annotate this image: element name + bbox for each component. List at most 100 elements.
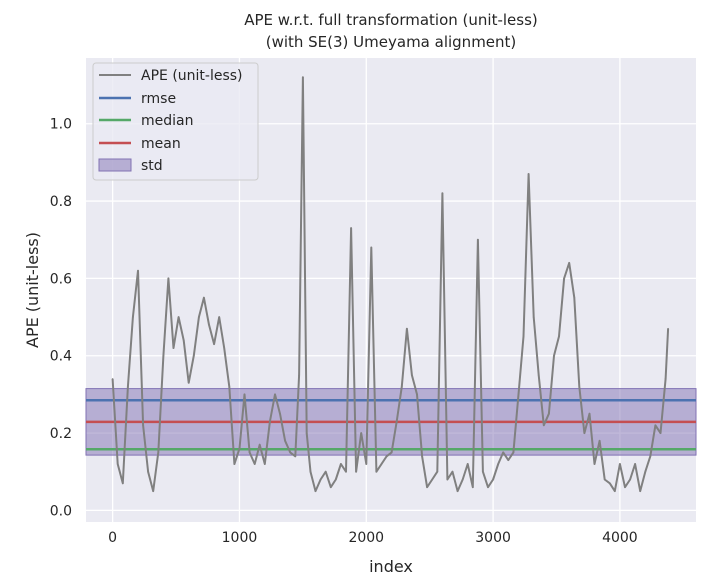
x-tick-label: 4000	[602, 530, 638, 546]
ape-data-point	[360, 432, 363, 434]
ape-data-point	[243, 393, 246, 396]
x-tick-label: 1000	[222, 530, 258, 546]
ape-data-point	[568, 262, 570, 264]
ape-data-point	[289, 451, 292, 454]
ape-data-point	[634, 463, 636, 465]
x-axis-label: index	[369, 557, 413, 576]
ape-data-point	[111, 378, 114, 380]
ape-data-point	[537, 374, 540, 376]
ape-data-point	[426, 486, 428, 489]
ape-data-point	[345, 470, 347, 473]
ape-data-point	[157, 451, 160, 454]
ape-data-point	[472, 486, 474, 489]
ape-data-point	[309, 470, 312, 473]
ape-data-point	[162, 354, 165, 357]
ape-data-point	[279, 412, 281, 415]
ape-data-point	[461, 478, 464, 481]
ape-data-point	[380, 463, 383, 465]
ape-data-point	[603, 478, 606, 481]
ape-data-point	[258, 443, 261, 446]
legend: APE (unit-less) rmse median mean std	[92, 62, 259, 181]
ape-data-point	[223, 347, 225, 349]
ape-data-point	[487, 486, 489, 489]
legend-box	[92, 62, 259, 181]
ape-data-point	[563, 277, 565, 280]
ape-data-point	[527, 173, 530, 175]
ape-data-point	[659, 432, 662, 434]
ape-data-point	[583, 432, 586, 434]
ape-data-point	[340, 463, 342, 465]
legend-swatch-std	[98, 158, 132, 172]
ape-data-point	[264, 463, 266, 465]
ape-data-point	[298, 374, 300, 376]
y-tick-label: 0.6	[50, 271, 72, 287]
ape-data-point	[406, 327, 408, 330]
ape-data-point	[667, 327, 669, 330]
y-tick-label: 0.0	[50, 503, 72, 519]
ape-data-point	[330, 486, 332, 489]
ape-data-point	[609, 482, 611, 485]
ape-data-point	[593, 463, 596, 465]
ape-data-point	[203, 296, 205, 299]
ape-data-point	[122, 482, 124, 485]
ape-data-point	[421, 455, 423, 458]
ape-data-point	[619, 463, 621, 465]
ape-data-point	[187, 382, 190, 384]
ape-data-point	[365, 463, 368, 465]
y-tick-label: 1.0	[50, 117, 72, 133]
ape-data-point	[253, 463, 256, 465]
ape-data-point	[654, 424, 657, 427]
ape-data-point	[302, 76, 304, 79]
ape-data-point	[522, 335, 525, 338]
ape-data-point	[482, 470, 484, 473]
legend-label-std: std	[141, 158, 163, 174]
ape-data-point	[446, 478, 449, 481]
ape-data-point	[441, 192, 444, 195]
ape-data-point	[502, 451, 505, 454]
series-layer	[111, 76, 670, 493]
ape-data-point	[624, 486, 626, 489]
ape-data-point	[370, 246, 373, 249]
ape-data-point	[116, 463, 119, 465]
ape-data-point	[167, 277, 170, 280]
ape-data-point	[228, 385, 231, 388]
ape-data-point	[218, 316, 220, 318]
ape-data-point	[193, 354, 195, 357]
legend-label-mean: mean	[141, 136, 181, 152]
y-tick-label: 0.4	[50, 349, 72, 365]
ape-data-point	[375, 470, 378, 473]
ape-data-point	[172, 347, 175, 349]
ape-data-point	[517, 393, 520, 396]
y-tick-labels: 0.0 0.2 0.4 0.6 0.8 1.0	[50, 117, 72, 520]
ape-data-point	[152, 490, 154, 492]
ape-data-point	[649, 455, 652, 458]
ape-data-point	[497, 463, 500, 465]
ape-data-point	[390, 451, 393, 454]
ape-data-point	[416, 393, 418, 396]
ape-data-point	[451, 470, 454, 473]
ape-data-point	[578, 385, 581, 388]
ape-data-point	[629, 478, 631, 481]
ape-data-point	[284, 440, 286, 442]
ape-data-point	[401, 385, 403, 388]
ape-data-point	[233, 463, 236, 465]
legend-label-rmse: rmse	[141, 91, 176, 107]
chart-subtitle: (with SE(3) Umeyama alignment)	[266, 33, 517, 51]
ape-data-point	[543, 424, 545, 427]
x-tick-label: 0	[108, 530, 117, 546]
ape-data-point	[314, 490, 317, 492]
x-tick-label: 2000	[348, 530, 384, 546]
ape-data-point	[208, 324, 210, 326]
ape-data-point	[177, 316, 180, 318]
ape-series-line	[111, 76, 670, 493]
ape-data-point	[614, 490, 616, 492]
ape-data-point	[431, 478, 434, 481]
ape-data-point	[248, 451, 251, 454]
stat-lines-layer	[86, 398, 696, 451]
ape-data-point	[198, 316, 200, 318]
ape-data-point	[436, 470, 439, 473]
ape-data-point	[466, 463, 469, 465]
ape-data-point	[350, 227, 352, 229]
legend-label-ape: APE (unit-less)	[141, 68, 243, 84]
